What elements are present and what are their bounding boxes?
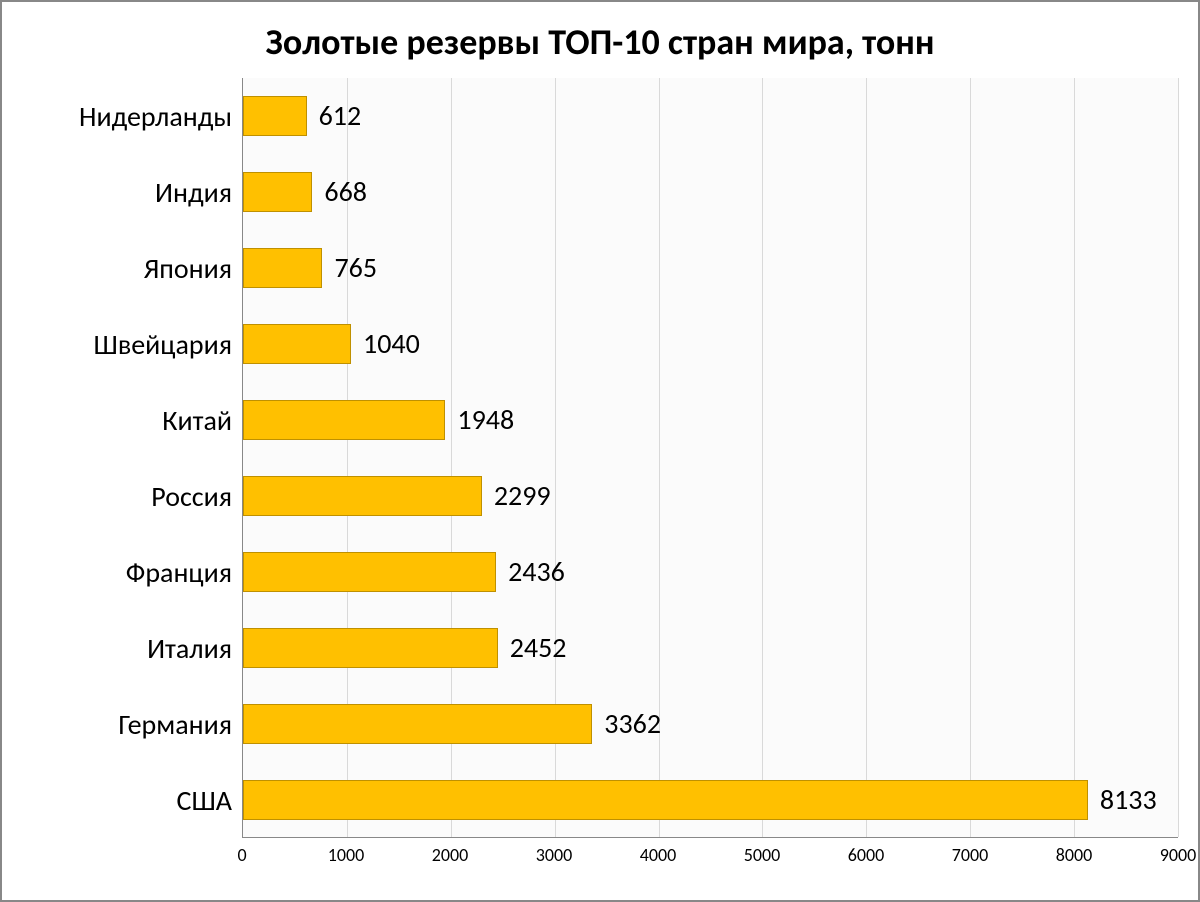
value-label: 1040 (363, 326, 420, 361)
category-label: США (12, 762, 242, 838)
value-label: 8133 (1100, 782, 1157, 817)
bar (243, 628, 498, 668)
x-tick-label: 4000 (640, 844, 677, 866)
value-label: 765 (334, 250, 377, 285)
x-tick-label: 0 (237, 844, 246, 866)
category-label: Швейцария (12, 306, 242, 382)
value-label: 612 (319, 98, 362, 133)
bar (243, 324, 351, 364)
bar-row: 2452 (243, 628, 1178, 668)
bar (243, 704, 592, 744)
bar-row: 668 (243, 172, 1178, 212)
plot-column: 6126687651040194822992436245233628133 01… (242, 78, 1178, 890)
bar-row: 1040 (243, 324, 1178, 364)
x-tick-label: 5000 (744, 844, 781, 866)
category-label: Индия (12, 154, 242, 230)
bar-row: 765 (243, 248, 1178, 288)
x-tick-label: 8000 (1056, 844, 1093, 866)
y-axis-labels: НидерландыИндияЯпонияШвейцарияКитайРосси… (12, 78, 242, 838)
bar (243, 96, 307, 136)
bar (243, 172, 312, 212)
category-label: Россия (12, 458, 242, 534)
category-label: Германия (12, 686, 242, 762)
value-label: 2436 (508, 554, 565, 589)
value-label: 668 (324, 174, 367, 209)
category-label: Италия (12, 610, 242, 686)
bar (243, 400, 445, 440)
plot-area: 612 668 765 1040 1948 2299 2436 2452 3362 8133 (242, 78, 1178, 838)
value-label: 2452 (510, 630, 567, 665)
category-label: Франция (12, 534, 242, 610)
bar-row: 2299 (243, 476, 1178, 516)
x-tick-label: 1000 (328, 844, 365, 866)
bar (243, 476, 482, 516)
chart-frame: Золотые резервы ТОП-10 стран мира, тонн … (0, 0, 1200, 902)
chart-body: НидерландыИндияЯпонияШвейцарияКитайРосси… (2, 78, 1198, 900)
x-tick-label: 6000 (848, 844, 885, 866)
bar (243, 248, 322, 288)
x-axis: 0100020003000400050006000700080009000 (242, 838, 1178, 872)
value-label: 1948 (457, 402, 514, 437)
bar (243, 552, 496, 592)
category-label: Китай (12, 382, 242, 458)
x-tick-label: 9000 (1160, 844, 1197, 866)
x-tick-label: 2000 (432, 844, 469, 866)
gridline (1178, 78, 1179, 837)
bar-row: 2436 (243, 552, 1178, 592)
value-label: 3362 (604, 706, 661, 741)
chart-title: Золотые резервы ТОП-10 стран мира, тонн (2, 2, 1198, 78)
bar-row: 8133 (243, 780, 1178, 820)
value-label: 2299 (494, 478, 551, 513)
category-label: Нидерланды (12, 78, 242, 154)
bar-row: 612 (243, 96, 1178, 136)
x-tick-label: 3000 (536, 844, 573, 866)
bar (243, 780, 1088, 820)
x-tick-label: 7000 (952, 844, 989, 866)
bar-row: 1948 (243, 400, 1178, 440)
bar-row: 3362 (243, 704, 1178, 744)
category-label: Япония (12, 230, 242, 306)
